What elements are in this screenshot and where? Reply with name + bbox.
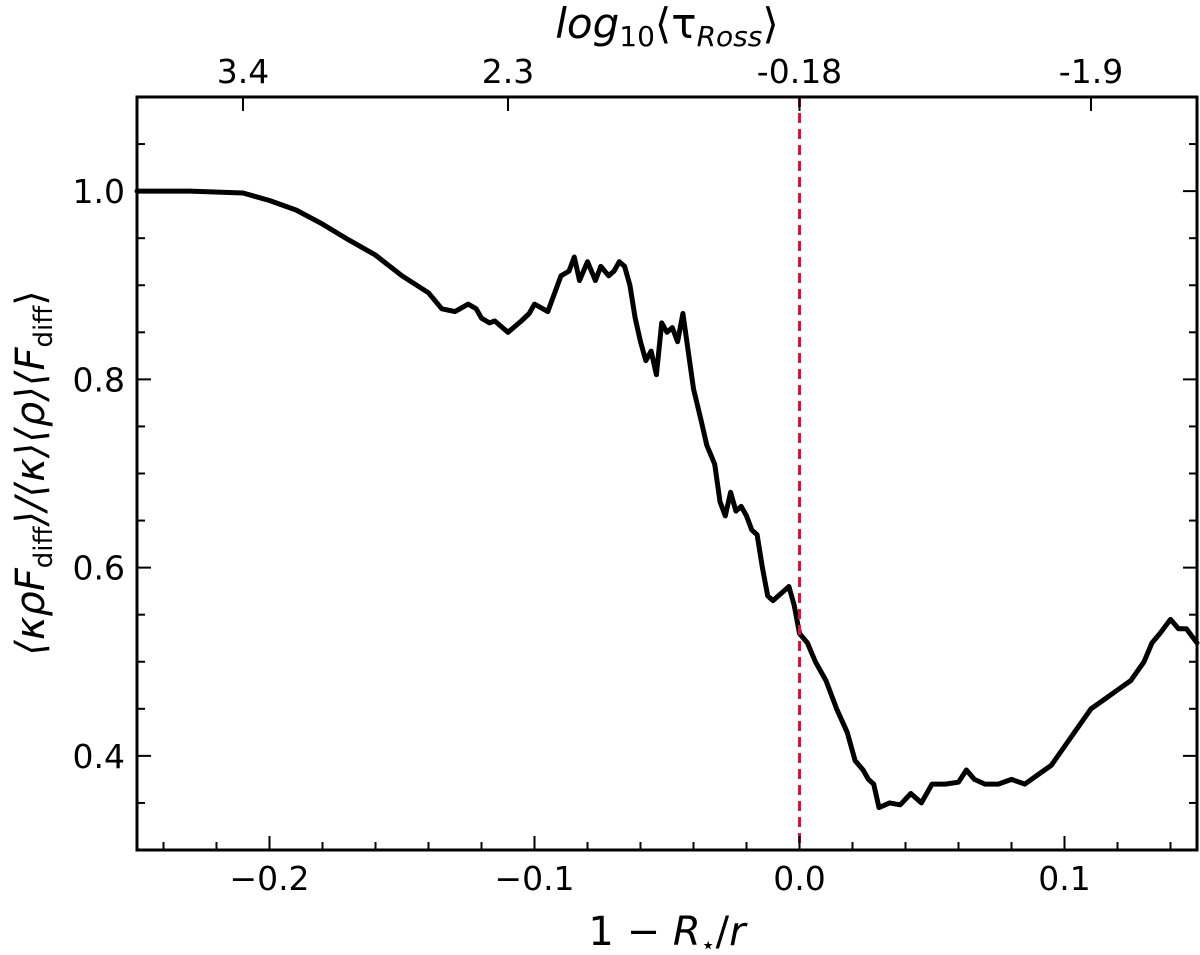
y-axis-title-part-a: ⟨κρF: [8, 567, 54, 656]
top-axis-title-log: log: [555, 0, 619, 48]
top-axis-title-sub: 10: [619, 20, 655, 53]
x-axis-title-r: R: [673, 909, 701, 955]
y-axis-title-part-c: ⟩/⟨κ⟩⟨ρ⟩⟨F: [8, 346, 54, 527]
y-tick-label: 0.8: [73, 360, 125, 399]
x-tick-label: −0.2: [229, 859, 309, 898]
y-axis-title-part-e: ⟩: [8, 290, 54, 306]
y-tick-label: 0.4: [73, 737, 125, 776]
top-tick-label: -0.18: [757, 52, 842, 91]
x-axis-title: 1 − R⋆/r: [588, 909, 748, 955]
x-tick-label: 0.0: [773, 859, 825, 898]
top-tick-label: 3.4: [217, 52, 269, 91]
top-axis-title: log10⟨τRoss⟩: [555, 0, 779, 53]
x-axis-title-minus: −: [627, 909, 661, 955]
x-axis-title-rr: r: [729, 909, 748, 955]
top-axis-title-tau: ⟨τ: [655, 0, 697, 48]
plot-layer: [134, 97, 1200, 850]
series-line-0: [134, 188, 1200, 811]
x-tick-label: 0.1: [1038, 859, 1090, 898]
x-axis-title-one: 1: [588, 909, 613, 955]
x-axis-title-star: ⋆: [701, 931, 716, 955]
y-tick-label: 1.0: [73, 172, 125, 211]
y-tick-label: 0.6: [73, 549, 125, 588]
y-axis-title-sub-d: diff: [29, 305, 59, 348]
top-tick-label: 2.3: [482, 52, 534, 91]
ticks-layer: −0.2 −0.1 0.0 0.1 0.4 0.6 0.8 1.0 3.4 2.3 -0.18 -1.…: [73, 52, 1197, 898]
x-axis-title-slash: /: [716, 909, 730, 955]
y-axis-title: ⟨κρFdiff⟩/⟨κ⟩⟨ρ⟩⟨Fdiff⟩: [8, 290, 59, 656]
x-tick-label: −0.1: [494, 859, 574, 898]
top-axis-title-close: ⟩: [762, 0, 778, 48]
top-tick-label: -1.9: [1059, 52, 1123, 91]
top-axis-title-ross: Ross: [697, 20, 763, 53]
y-axis-title-sub-a: diff: [29, 525, 59, 568]
